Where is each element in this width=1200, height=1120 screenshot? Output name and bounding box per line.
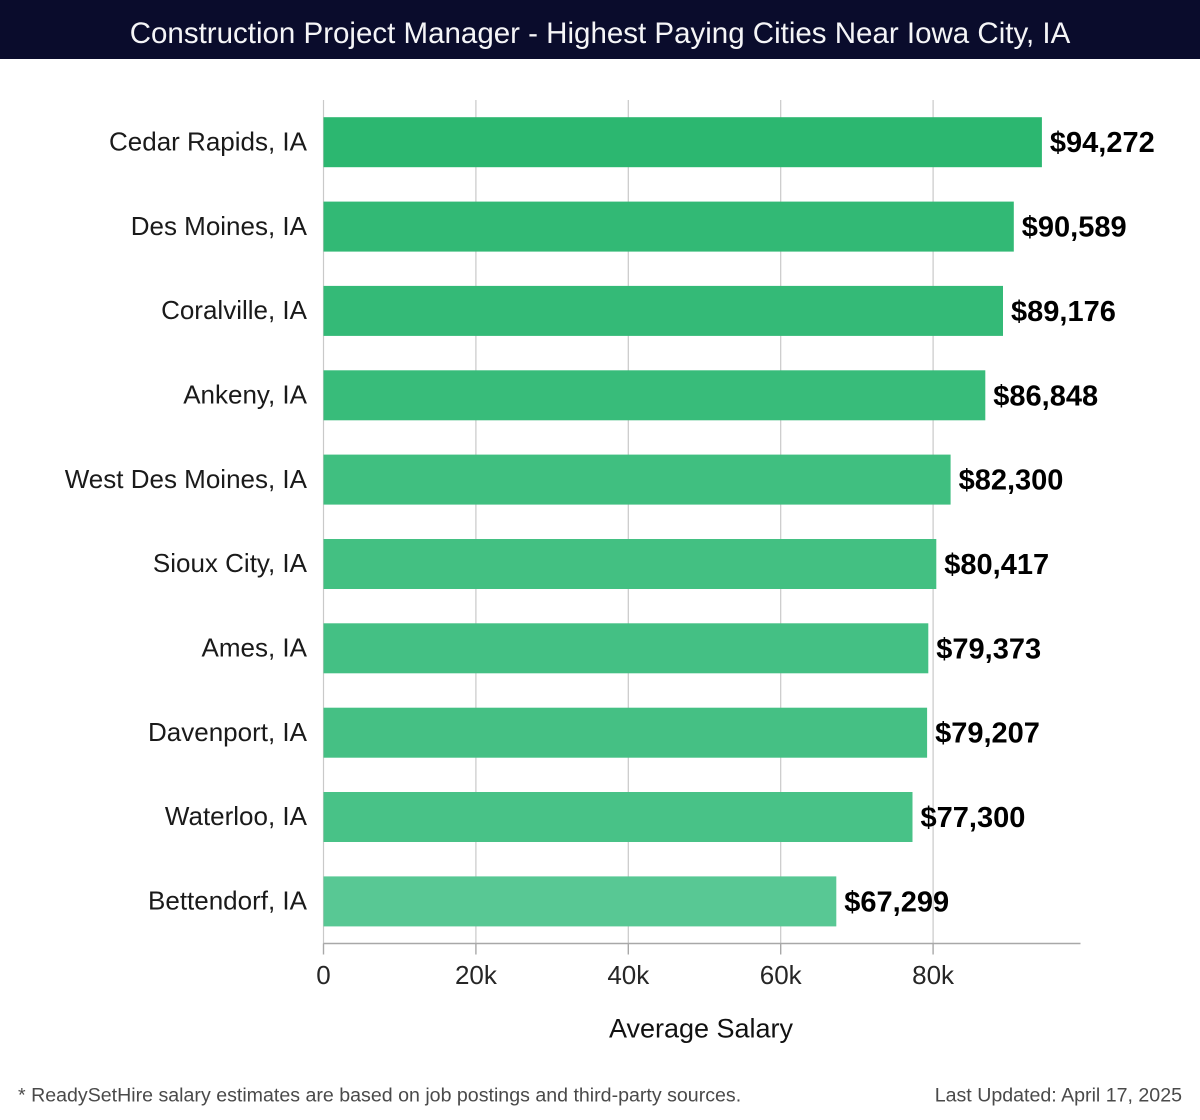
svg-text:West Des Moines, IA: West Des Moines, IA — [65, 464, 308, 494]
svg-text:$86,848: $86,848 — [993, 380, 1098, 412]
svg-text:20k: 20k — [455, 960, 498, 990]
svg-text:$89,176: $89,176 — [1011, 296, 1116, 328]
svg-text:Coralville, IA: Coralville, IA — [161, 295, 308, 325]
svg-text:$79,373: $79,373 — [936, 633, 1041, 665]
svg-text:$79,207: $79,207 — [935, 718, 1040, 750]
svg-text:80k: 80k — [912, 960, 955, 990]
svg-text:Sioux City, IA: Sioux City, IA — [153, 548, 308, 578]
svg-text:Last Updated: April 17, 2025: Last Updated: April 17, 2025 — [935, 1084, 1182, 1106]
svg-text:Davenport, IA: Davenport, IA — [148, 717, 308, 747]
svg-text:$67,299: $67,299 — [844, 886, 949, 918]
svg-text:* ReadySetHire salary estimate: * ReadySetHire salary estimates are base… — [18, 1084, 741, 1106]
svg-text:Ankeny, IA: Ankeny, IA — [183, 380, 307, 410]
svg-text:Construction Project Manager -: Construction Project Manager - Highest P… — [130, 17, 1071, 50]
svg-text:$77,300: $77,300 — [921, 802, 1026, 834]
svg-text:$80,417: $80,417 — [944, 549, 1049, 581]
svg-text:$94,272: $94,272 — [1050, 127, 1155, 159]
svg-text:Bettendorf, IA: Bettendorf, IA — [148, 886, 308, 916]
svg-text:$82,300: $82,300 — [959, 465, 1064, 497]
svg-text:Average Salary: Average Salary — [609, 1014, 794, 1044]
svg-text:0: 0 — [316, 960, 330, 990]
svg-text:$90,589: $90,589 — [1022, 212, 1127, 244]
svg-text:Ames, IA: Ames, IA — [202, 633, 308, 663]
svg-text:40k: 40k — [607, 960, 650, 990]
svg-text:Des Moines, IA: Des Moines, IA — [131, 211, 308, 241]
svg-text:60k: 60k — [760, 960, 803, 990]
svg-text:Waterloo, IA: Waterloo, IA — [165, 801, 308, 831]
svg-text:Cedar Rapids, IA: Cedar Rapids, IA — [109, 126, 308, 156]
